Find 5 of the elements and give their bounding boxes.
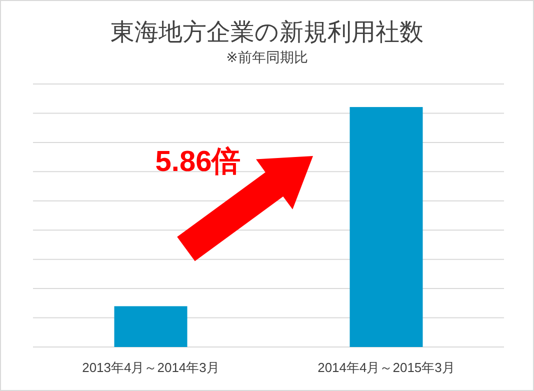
x-tick-label: 2013年4月～2014年3月 [82, 360, 220, 375]
x-tick-label: 2014年4月～2015年3月 [318, 360, 455, 375]
chart-subtitle: ※前年同期比 [226, 49, 308, 65]
annotation: 5.86倍 [155, 146, 241, 178]
chart-title: 東海地方企業の新規利用社数 [110, 19, 424, 46]
